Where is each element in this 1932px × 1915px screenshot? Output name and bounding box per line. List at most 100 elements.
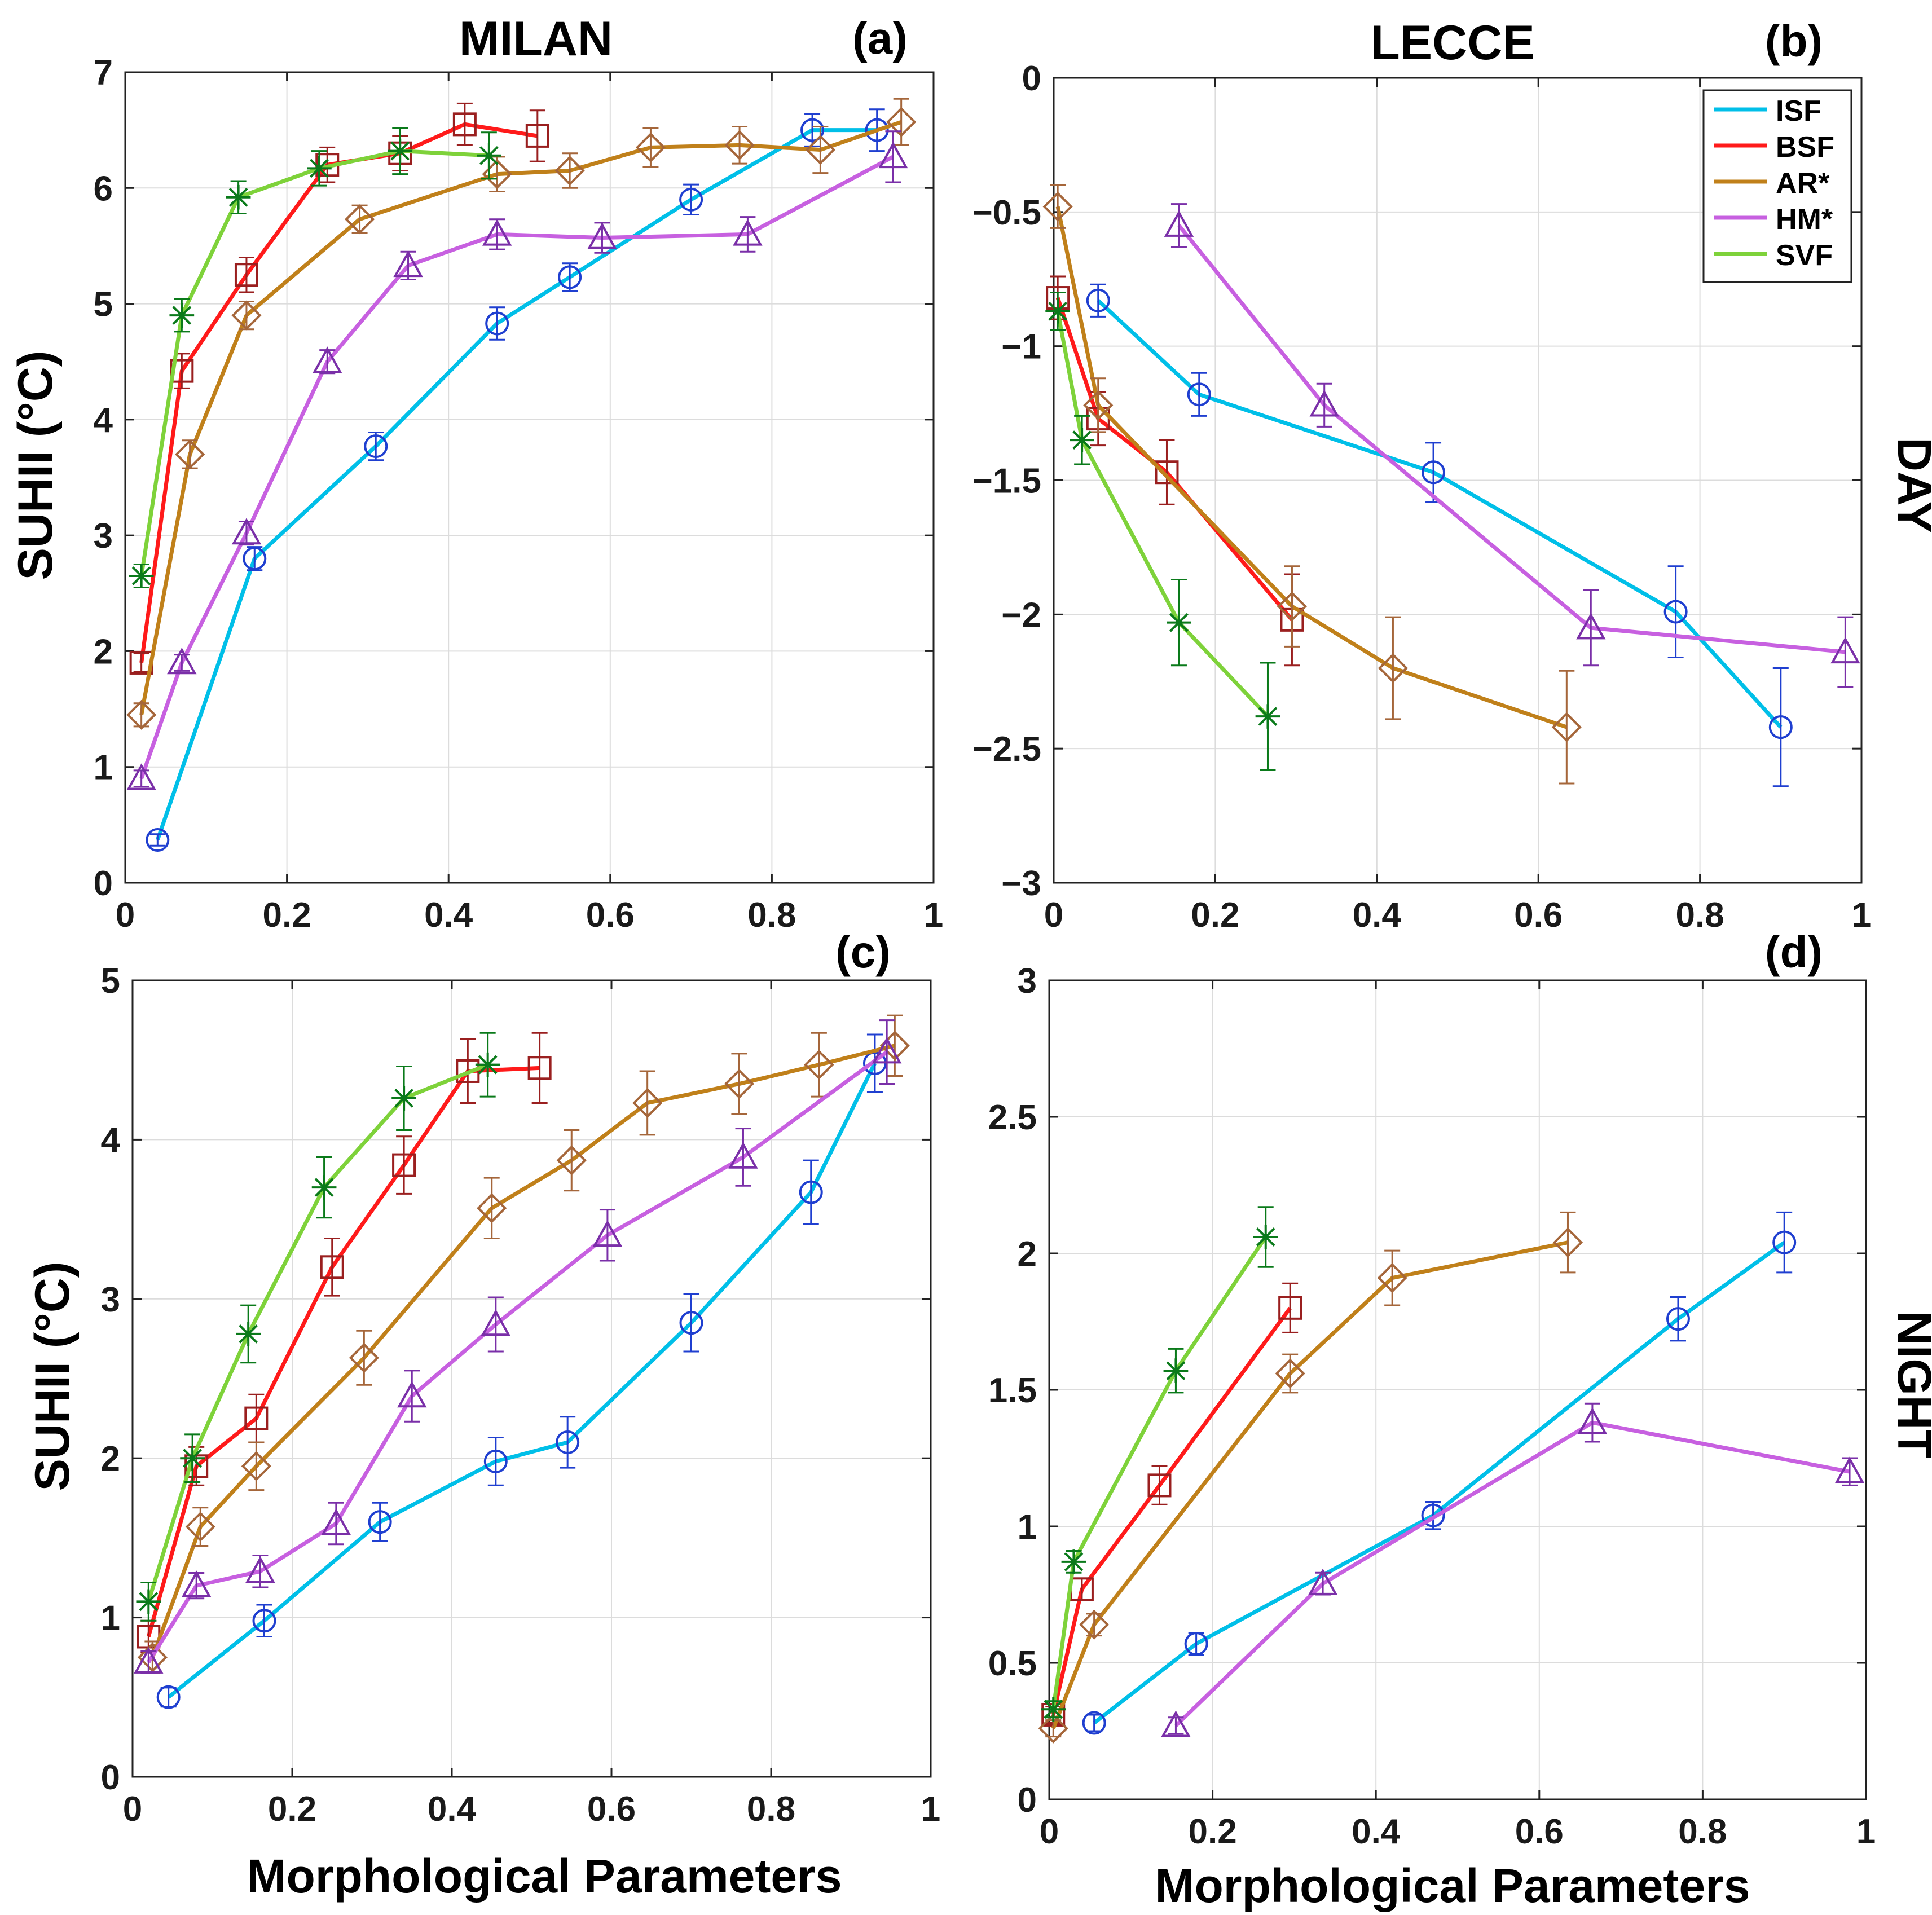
legend-box [1702,89,1852,283]
data-point [1663,600,1688,624]
legend-label: AR* [1776,167,1830,200]
series-ar [1042,184,1582,785]
series-line [139,149,490,576]
x-tick-label: 0.6 [1514,896,1563,935]
data-point [679,187,703,212]
data-point [558,265,582,289]
x-tick-label: 0 [116,896,135,935]
data-point [313,346,342,373]
data-point [872,1037,902,1064]
data-point [805,134,835,165]
panel-label: (a) [852,13,908,63]
y-tick-label: 0 [1018,1781,1037,1820]
data-point [799,1180,823,1204]
data-point [456,1059,480,1083]
legend-label: BSF [1776,131,1834,164]
panel-label: (b) [1765,16,1823,66]
data-point [1086,288,1110,312]
series-svf [1041,1206,1278,1722]
data-point [477,143,501,168]
data-point [241,1451,271,1481]
series-isf [156,1033,887,1709]
data-point [556,1145,587,1176]
data-point [136,1589,161,1614]
series-line [1055,311,1270,718]
data-point [1377,1262,1407,1293]
panel-label: (d) [1765,927,1823,977]
data-point [1155,460,1179,485]
data-point [481,1309,511,1336]
data-point [592,1220,623,1247]
data-point [1184,1632,1208,1656]
data-point [1666,1307,1690,1331]
data-point [1163,1358,1189,1383]
data-point [392,1153,416,1177]
x-tick-label: 0 [123,1790,142,1829]
y-tick-label: 2.5 [988,1098,1037,1137]
data-point [1309,390,1339,417]
data-point [679,1311,703,1335]
data-point [146,828,170,852]
y-tick-label: 1.5 [988,1371,1037,1410]
side-label-night: NIGHT [1888,1311,1932,1458]
y-tick-label: 7 [94,54,113,93]
data-point [129,564,154,588]
y-tick-label: 0 [101,1758,120,1797]
data-point [1308,1568,1338,1595]
series-line [139,120,902,715]
data-point [244,1406,269,1430]
series-svf [136,1032,500,1622]
y-tick-label: 0.5 [988,1644,1037,1683]
data-point [1167,610,1191,635]
x-tick-label: 1 [1852,896,1871,935]
y-tick-label: 3 [94,517,113,556]
x-tick-label: 0.2 [262,896,311,935]
data-point [126,699,157,730]
data-point [126,763,156,790]
data-point [307,156,332,181]
series-isf [1086,283,1793,787]
data-point [1255,704,1280,729]
data-point [236,1322,261,1346]
data-point [1576,613,1606,640]
data-point [226,184,251,210]
data-point [635,132,666,163]
series-line [151,1044,896,1658]
data-point [1147,1473,1172,1498]
series-isf [146,108,889,852]
side-label-day: DAY [1888,437,1932,533]
y-tick-label: 4 [94,401,113,440]
axes-frame [131,979,932,1778]
data-point [185,1512,215,1542]
data-point [231,518,262,545]
data-point [1041,1697,1066,1722]
data-point [724,130,755,160]
x-tick-label: 0.2 [268,1790,316,1829]
series-line [156,128,877,841]
data-point [1161,1710,1191,1737]
data-point [320,1255,344,1279]
data-point [1421,1503,1445,1527]
y-tick-label: −1 [1001,328,1041,367]
data-point [1083,390,1114,420]
data-point [475,1052,500,1077]
data-point [1079,1609,1110,1640]
xlabel-bottom-left: Morphological Parameters [247,1850,842,1903]
data-point [485,311,509,336]
data-point [169,303,195,328]
x-tick-label: 0.8 [747,896,796,935]
x-tick-label: 0 [1044,896,1063,935]
series-hm [1161,1402,1865,1737]
legend-label: ISF [1776,95,1821,127]
x-tick-label: 0.6 [587,1790,636,1829]
data-point [1277,591,1308,622]
axes-frame [1053,77,1863,884]
y-tick-label: 4 [101,1121,121,1160]
data-point [1164,210,1194,237]
y-tick-label: 2 [94,632,113,671]
data-point [1551,712,1582,742]
data-point [1275,1358,1305,1389]
y-tick-label: 1 [94,749,113,787]
legend-label: HM* [1776,203,1833,236]
